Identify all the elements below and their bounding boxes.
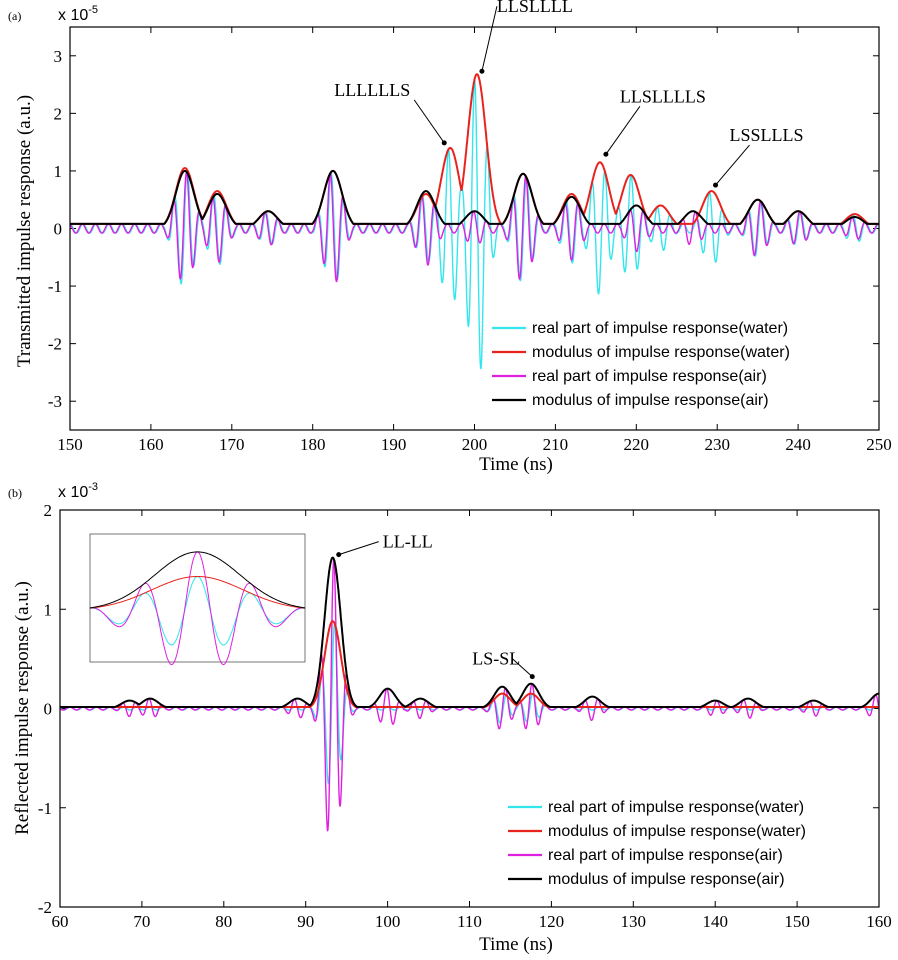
panel-b-inset: [89, 533, 306, 666]
annotation-arrowhead: [529, 674, 535, 680]
panel-a-exponent: x 10-5: [58, 4, 98, 24]
y-tick-label: 3: [54, 47, 63, 66]
panel-a-plot-area: [69, 73, 880, 370]
annotation-arrow: [413, 99, 445, 144]
legend-label: real part of impulse response(air): [548, 847, 783, 864]
y-tick-label: -1: [48, 277, 62, 296]
legend-label: modulus of impulse response(air): [532, 392, 769, 409]
x-tick-label: 110: [457, 912, 482, 931]
x-tick-label: 250: [866, 435, 892, 454]
panel-b-exponent: x 10-3: [58, 481, 98, 501]
panel-a-legend: real part of impulse response(water) modu…: [484, 317, 871, 421]
panel-a-ticks: 150 160 170 180 190 200 210 220 230 240 2503210-1-…: [48, 27, 892, 454]
y-tick-label: -3: [48, 392, 62, 411]
panel-b-xlabel: Time (ns): [479, 934, 553, 955]
y-tick-label: -2: [48, 335, 62, 354]
legend-label: real part of impulse response(air): [532, 368, 767, 385]
y-tick-label: 0: [54, 220, 63, 239]
x-tick-label: 80: [215, 912, 232, 931]
inset-frame: [89, 533, 306, 663]
panel-b-ticks: 60 70 80 90 100 110 120 130 140 150 160 2 1 0 -1 -2: [38, 501, 892, 931]
inset-modulus-air: [89, 551, 306, 609]
series-modulus-air: [59, 556, 880, 708]
x-tick-label: 150: [784, 912, 810, 931]
annotation-arrowhead: [441, 140, 447, 146]
x-tick-label: 60: [52, 912, 69, 931]
y-tick-label: -1: [38, 799, 52, 818]
panel-a-ylabel: Transmitted impulse response (a.u.): [14, 95, 35, 367]
panel-b-plot-area: [59, 556, 880, 832]
annotation-arrow: [605, 106, 641, 155]
annotation-arrowhead: [713, 182, 719, 188]
panel-b-frame: [59, 509, 880, 908]
panel-b-label: (b): [8, 486, 22, 500]
annotation-arrow: [511, 658, 533, 678]
x-tick-label: 140: [702, 912, 728, 931]
series-modulus-air: [69, 169, 880, 225]
series-real-air: [69, 171, 880, 283]
x-tick-label: 200: [462, 435, 488, 454]
panel-b: (b) x 10-3 Reflected impulse response (a…: [8, 481, 892, 955]
annotation-arrowhead: [336, 552, 342, 558]
legend-background: [500, 796, 871, 900]
x-tick-label: 150: [57, 435, 83, 454]
x-tick-label: 220: [624, 435, 650, 454]
y-tick-label: 1: [44, 600, 53, 619]
x-tick-label: 210: [543, 435, 569, 454]
annotation-label: LLSLLLL: [497, 0, 573, 16]
x-tick-label: 170: [219, 435, 245, 454]
x-tick-label: 160: [138, 435, 164, 454]
annotation-label: LSSLLLS: [730, 125, 804, 145]
annotation-label: LLSLLLLS: [620, 86, 706, 106]
y-tick-label: -2: [38, 898, 52, 917]
panel-b-legend: real part of impulse response(water) modu…: [500, 796, 871, 900]
legend-label: real part of impulse response(water): [548, 799, 804, 816]
panel-a-label: (a): [8, 9, 21, 23]
inset-modulus-water: [89, 576, 306, 609]
panel-a: (a) x 10-5 Transmitted impulse response …: [8, 0, 892, 475]
y-tick-label: 2: [54, 104, 63, 123]
legend-label: real part of impulse response(water): [532, 320, 788, 337]
annotation-arrowhead: [479, 68, 485, 74]
legend-label: modulus of impulse response(water): [532, 344, 790, 361]
annotation-label: LS-SL: [472, 649, 520, 669]
x-tick-label: 160: [866, 912, 892, 931]
legend-label: modulus of impulse response(air): [548, 871, 785, 888]
panel-a-xlabel: Time (ns): [479, 454, 553, 475]
y-tick-label: 2: [44, 501, 53, 520]
legend-label: modulus of impulse response(water): [548, 823, 806, 840]
series-modulus-water: [69, 73, 880, 225]
x-tick-label: 90: [297, 912, 314, 931]
x-tick-label: 130: [621, 912, 647, 931]
y-tick-label: 0: [44, 700, 53, 719]
panel-b-ylabel: Reflected impulse response (a.u.): [12, 581, 33, 835]
x-tick-label: 180: [300, 435, 326, 454]
annotation-arrow: [338, 541, 379, 556]
x-tick-label: 240: [785, 435, 811, 454]
x-tick-label: 70: [133, 912, 150, 931]
panel-a-annotations: LLSLLLL LLLLLLS LLSLLLLS LSSLLLS: [334, 0, 804, 188]
x-tick-label: 230: [704, 435, 730, 454]
x-tick-label: 100: [375, 912, 401, 931]
y-tick-label: 1: [54, 162, 63, 181]
panel-a-frame: [69, 26, 880, 431]
x-tick-label: 120: [539, 912, 565, 931]
panel-b-annotations: LL-LL LS-SL: [336, 532, 535, 680]
annotation-label: LLLLLLS: [334, 80, 410, 100]
annotation-arrow: [715, 144, 750, 186]
legend-background: [484, 317, 871, 421]
annotation-arrow: [481, 6, 498, 72]
annotation-label: LL-LL: [383, 532, 433, 552]
annotation-arrowhead: [603, 151, 609, 157]
x-tick-label: 190: [381, 435, 407, 454]
